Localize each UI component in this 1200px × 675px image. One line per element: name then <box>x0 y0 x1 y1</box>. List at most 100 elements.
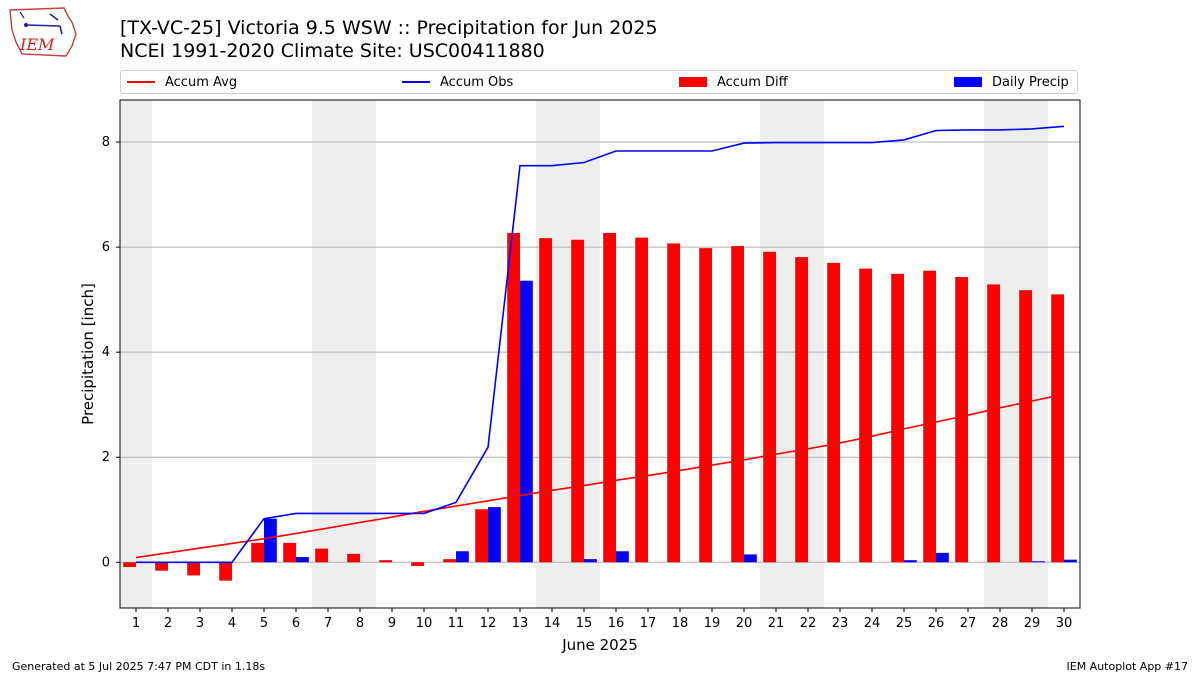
accum-diff-bar-day-22 <box>795 257 808 563</box>
x-tick-label-8: 8 <box>356 616 364 631</box>
accum-diff-bar-day-14 <box>539 238 552 563</box>
y-tick-label-8: 8 <box>102 135 110 150</box>
accum-diff-bar-day-6 <box>283 542 296 563</box>
daily-precip-bar-day-25 <box>904 560 917 563</box>
x-tick-label-23: 23 <box>832 616 849 631</box>
legend-item-daily-precip: Daily Precip <box>954 71 1069 93</box>
legend-swatch-daily-precip <box>954 77 982 87</box>
legend-swatch-accum-diff <box>679 77 707 87</box>
chart-subtitle: NCEI 1991-2020 Climate Site: USC00411880 <box>120 40 545 62</box>
accum-diff-bar-day-3 <box>187 562 200 576</box>
accum-diff-bar-day-20 <box>731 246 744 563</box>
daily-precip-bar-day-6 <box>296 557 309 563</box>
daily-precip-bar-day-12 <box>488 507 501 563</box>
iem-logo: IEM <box>6 4 82 60</box>
accum-diff-bar-day-5 <box>251 542 264 563</box>
x-tick-label-16: 16 <box>608 616 625 631</box>
y-axis-label: Precipitation [inch] <box>79 283 97 425</box>
legend-item-accum-diff: Accum Diff <box>679 71 788 93</box>
daily-precip-bar-day-26 <box>936 552 949 563</box>
weekend-shade-2 <box>312 100 376 608</box>
legend-swatch-accum-obs <box>402 81 430 83</box>
accum-diff-bar-day-2 <box>155 562 168 571</box>
x-axis-label: June 2025 <box>561 636 638 654</box>
accum-diff-bar-day-12 <box>475 509 488 563</box>
accum-diff-bar-day-29 <box>1019 290 1032 563</box>
x-tick-label-28: 28 <box>992 616 1009 631</box>
x-tick-label-11: 11 <box>448 616 465 631</box>
legend-label-accum-avg: Accum Avg <box>165 74 238 90</box>
x-tick-label-1: 1 <box>132 616 140 631</box>
x-tick-label-17: 17 <box>640 616 657 631</box>
legend-item-accum-avg: Accum Avg <box>127 71 237 93</box>
x-tick-label-2: 2 <box>164 616 172 631</box>
weekend-shade-1 <box>120 100 152 608</box>
x-tick-label-25: 25 <box>896 616 913 631</box>
accum-diff-bar-day-19 <box>699 248 712 563</box>
x-tick-label-13: 13 <box>512 616 529 631</box>
accum-diff-bar-day-8 <box>347 553 360 563</box>
x-tick-label-5: 5 <box>260 616 268 631</box>
chart-legend: Accum Avg Accum Obs Accum Diff Daily Pre… <box>120 70 1078 94</box>
x-tick-label-27: 27 <box>960 616 977 631</box>
x-tick-label-30: 30 <box>1056 616 1073 631</box>
chart-title: [TX-VC-25] Victoria 9.5 WSW :: Precipita… <box>120 17 658 39</box>
x-tick-label-7: 7 <box>324 616 332 631</box>
accum-diff-bar-day-18 <box>667 243 680 563</box>
y-tick-label-0: 0 <box>102 555 110 570</box>
y-tick-label-2: 2 <box>102 450 110 465</box>
x-tick-label-6: 6 <box>292 616 300 631</box>
daily-precip-bar-day-30 <box>1064 559 1077 563</box>
accum-diff-bar-day-7 <box>315 548 328 563</box>
y-tick-label-6: 6 <box>102 240 110 255</box>
accum-diff-bar-day-24 <box>859 268 872 563</box>
accum-diff-bar-day-23 <box>827 262 840 563</box>
accum-diff-bar-day-15 <box>571 239 584 563</box>
accum-diff-bar-day-30 <box>1051 294 1064 563</box>
accum-diff-bar-day-4 <box>219 562 232 581</box>
x-tick-label-14: 14 <box>544 616 561 631</box>
accum-diff-bar-day-13 <box>507 232 520 563</box>
daily-precip-bar-day-20 <box>744 554 757 563</box>
daily-precip-bar-day-15 <box>584 559 597 563</box>
x-tick-label-24: 24 <box>864 616 881 631</box>
daily-precip-bar-day-11 <box>456 551 469 563</box>
accum-diff-bar-day-26 <box>923 270 936 563</box>
x-tick-label-21: 21 <box>768 616 785 631</box>
accum-diff-bar-day-9 <box>379 560 392 563</box>
x-tick-label-3: 3 <box>196 616 204 631</box>
x-tick-label-29: 29 <box>1024 616 1041 631</box>
generated-timestamp: Generated at 5 Jul 2025 7:47 PM CDT in 1… <box>12 660 266 673</box>
daily-precip-bar-day-13 <box>520 280 533 563</box>
x-tick-label-18: 18 <box>672 616 689 631</box>
x-tick-label-9: 9 <box>388 616 396 631</box>
daily-precip-bar-day-29 <box>1032 561 1045 563</box>
accum-diff-bar-day-10 <box>411 562 424 566</box>
accum-diff-bar-day-1 <box>123 562 136 568</box>
x-tick-label-12: 12 <box>480 616 497 631</box>
x-tick-label-15: 15 <box>576 616 593 631</box>
plot-frame <box>119 99 1081 609</box>
daily-precip-bar-day-16 <box>616 551 629 563</box>
legend-swatch-accum-avg <box>127 81 155 83</box>
x-tick-label-20: 20 <box>736 616 753 631</box>
y-tick-label-4: 4 <box>102 345 110 360</box>
legend-label-daily-precip: Daily Precip <box>992 74 1069 90</box>
accum-diff-bar-day-21 <box>763 251 776 563</box>
x-tick-label-22: 22 <box>800 616 817 631</box>
accum-diff-bar-day-16 <box>603 232 616 563</box>
accum-diff-bar-day-11 <box>443 559 456 563</box>
accum-diff-bar-day-25 <box>891 273 904 563</box>
legend-label-accum-diff: Accum Diff <box>717 74 788 90</box>
x-tick-label-4: 4 <box>228 616 236 631</box>
accum-diff-bar-day-28 <box>987 284 1000 563</box>
x-tick-label-19: 19 <box>704 616 721 631</box>
accum-diff-bar-day-17 <box>635 237 648 563</box>
accum-obs-line <box>136 125 1065 564</box>
accum-avg-line <box>135 393 1065 559</box>
legend-item-accum-obs: Accum Obs <box>402 71 513 93</box>
daily-precip-bar-day-5 <box>264 518 277 563</box>
x-tick-label-10: 10 <box>416 616 433 631</box>
logo-text: IEM <box>19 35 55 54</box>
